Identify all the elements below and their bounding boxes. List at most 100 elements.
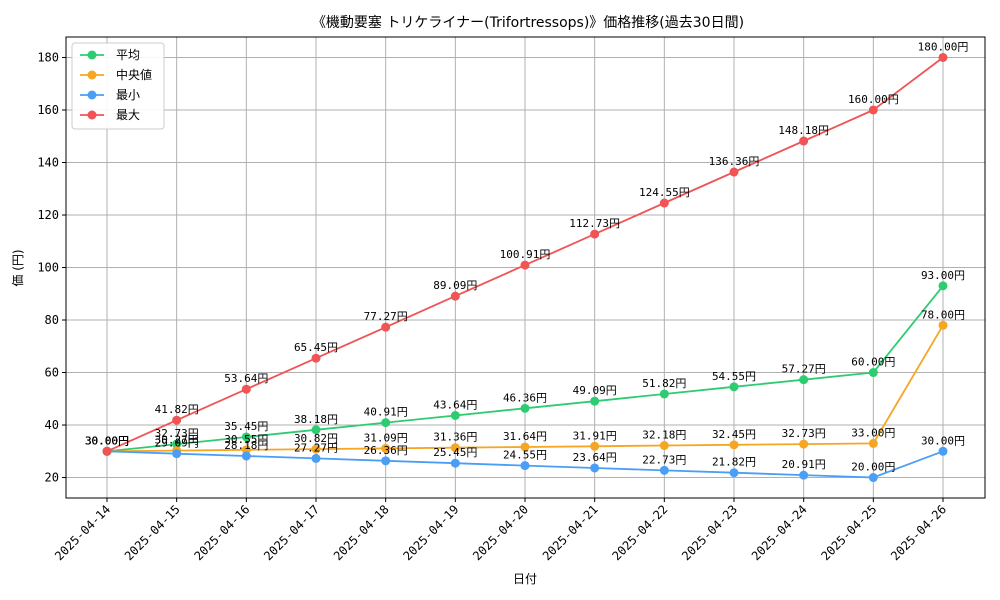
data-label: 31.09円 [364, 431, 408, 444]
data-point [241, 451, 251, 461]
data-label: 30.00円 [85, 434, 129, 447]
data-point [799, 375, 809, 385]
data-label: 31.36円 [433, 431, 477, 444]
data-label: 40.91円 [364, 406, 408, 419]
data-point [868, 438, 878, 448]
legend-item: 最小 [80, 88, 140, 102]
data-label: 20.91円 [782, 458, 826, 471]
data-label: 77.27円 [364, 310, 408, 323]
legend-box [71, 42, 165, 130]
x-tick-label: 2025-04-23 [679, 502, 740, 563]
data-label: 22.73円 [642, 453, 686, 466]
legend-marker [87, 110, 97, 120]
y-tick-label: 160 [37, 103, 59, 117]
data-label: 27.27円 [294, 441, 338, 454]
data-point [172, 439, 182, 449]
x-tick-label: 2025-04-26 [888, 502, 949, 563]
data-point [520, 403, 530, 413]
data-point [381, 443, 391, 453]
data-label: 100.91円 [500, 248, 551, 261]
data-point [102, 446, 112, 456]
data-label: 30.00円 [85, 434, 129, 447]
legend-label: 最大 [116, 108, 140, 122]
data-point [590, 463, 600, 473]
legend-label: 平均 [116, 48, 140, 62]
data-label: 33.00円 [851, 426, 895, 439]
data-point [729, 167, 739, 177]
data-point [729, 468, 739, 478]
data-point [241, 445, 251, 455]
data-label: 54.55円 [712, 370, 756, 383]
data-label: 24.55円 [503, 449, 547, 462]
y-tick-label: 40 [45, 418, 59, 432]
data-point [938, 446, 948, 456]
data-point [590, 396, 600, 406]
data-label: 93.00円 [921, 269, 965, 282]
data-point [172, 415, 182, 425]
data-label: 29.09円 [155, 437, 199, 450]
data-point [938, 281, 948, 291]
data-point [868, 105, 878, 115]
data-label: 26.36円 [364, 444, 408, 457]
y-tick-label: 140 [37, 155, 59, 169]
data-point [590, 229, 600, 239]
data-label: 28.18円 [224, 439, 268, 452]
data-label: 65.45円 [294, 341, 338, 354]
x-tick-label: 2025-04-24 [749, 502, 810, 563]
data-label: 30.00円 [85, 434, 129, 447]
data-label: 38.18円 [294, 413, 338, 426]
data-label: 41.82円 [155, 403, 199, 416]
legend-item: 中央値 [80, 67, 152, 82]
y-tick-label: 60 [45, 366, 59, 380]
data-label: 89.09円 [433, 279, 477, 292]
data-label: 30.00円 [921, 434, 965, 447]
y-tick-label: 20 [45, 471, 59, 485]
data-label: 32.73円 [782, 427, 826, 440]
y-tick-label: 120 [37, 208, 59, 222]
data-label: 31.64円 [503, 430, 547, 443]
data-label: 23.64円 [573, 451, 617, 464]
data-label: 32.18円 [642, 429, 686, 442]
data-point [241, 432, 251, 442]
legend-item: 最大 [80, 108, 140, 122]
legend-label: 最小 [116, 88, 140, 102]
series-layer [102, 52, 948, 483]
data-point [799, 439, 809, 449]
data-point [868, 473, 878, 483]
data-label: 31.91円 [573, 429, 617, 442]
data-label: 46.36円 [503, 391, 547, 404]
data-label: 53.64円 [224, 372, 268, 385]
data-point [311, 444, 321, 454]
data-point [450, 443, 460, 453]
data-point [868, 368, 878, 378]
data-label: 180.00円 [918, 40, 969, 53]
data-point [172, 449, 182, 459]
y-axis-label: 価 (円) [11, 249, 25, 286]
data-label: 60.00円 [851, 356, 895, 369]
data-point [450, 410, 460, 420]
data-point [450, 291, 460, 301]
y-tick-label: 180 [37, 50, 59, 64]
data-label: 30.00円 [85, 434, 129, 447]
data-label: 51.82円 [642, 377, 686, 390]
data-label: 78.00円 [921, 308, 965, 321]
data-point [799, 136, 809, 146]
x-tick-label: 2025-04-16 [191, 502, 252, 563]
data-label: 32.45円 [712, 428, 756, 441]
data-point [590, 441, 600, 451]
x-tick-label: 2025-04-18 [331, 502, 392, 563]
x-tick-label: 2025-04-19 [400, 502, 461, 563]
data-label: 30.27円 [155, 434, 199, 447]
data-point [520, 260, 530, 270]
data-point [311, 425, 321, 435]
legend-item: 平均 [80, 48, 140, 62]
data-label: 35.45円 [224, 420, 268, 433]
x-tick-label: 2025-04-17 [261, 502, 322, 563]
data-point [799, 470, 809, 480]
chart-title: 《機動要塞 トリケライナー(Trifortressops)》価格推移(過去30日… [312, 14, 744, 31]
data-point [311, 453, 321, 463]
data-label: 124.55円 [639, 186, 690, 199]
